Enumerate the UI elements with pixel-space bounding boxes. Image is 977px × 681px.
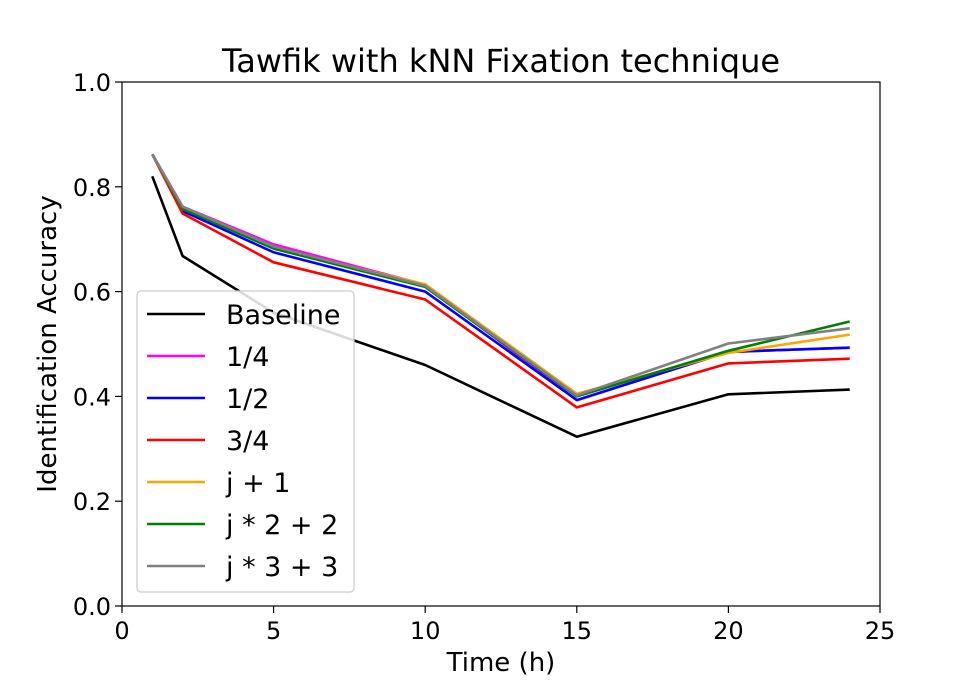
y-tick-label: 0.8	[73, 174, 111, 202]
x-tick-label: 0	[114, 617, 129, 645]
y-tick-label: 0.0	[73, 593, 111, 621]
plot-frame	[121, 81, 881, 607]
x-tick-label: 20	[713, 617, 744, 645]
x-axis: 0 5 10 15 20 25	[114, 606, 895, 645]
x-tick-label: 5	[266, 617, 281, 645]
series-layer	[151, 153, 851, 439]
series-line-6	[151, 153, 850, 397]
legend: Baseline 1/4 1/2 3/4 j + 1 j * 2 + 2 j * 3 + 3	[136, 290, 355, 593]
y-tick-label: 0.6	[73, 279, 111, 307]
y-tick-label: 1.0	[73, 69, 111, 97]
x-tick-label: 25	[865, 617, 896, 645]
y-tick-label: 0.4	[73, 383, 111, 411]
y-tick-label: 0.2	[73, 488, 111, 516]
x-axis-label: Time (h)	[446, 648, 556, 678]
legend-label: j * 2 + 2	[225, 510, 338, 541]
x-tick-label: 15	[562, 617, 593, 645]
legend-label: j + 1	[225, 468, 290, 499]
legend-label: 1/2	[226, 384, 269, 415]
chart-title: Tawfik with kNN Fixation technique	[221, 42, 780, 80]
series-line-3	[151, 153, 850, 409]
legend-box	[136, 290, 355, 593]
series-line-0	[151, 175, 850, 439]
legend-label: Baseline	[226, 300, 340, 331]
legend-label: 1/4	[226, 342, 269, 373]
legend-label: 3/4	[226, 426, 269, 457]
legend-label: j * 3 + 3	[225, 552, 338, 583]
y-axis-label: Identification Accuracy	[33, 195, 63, 492]
x-tick-label: 10	[410, 617, 441, 645]
y-axis: 0.0 0.2 0.4 0.6 0.8 1.0	[73, 69, 122, 621]
